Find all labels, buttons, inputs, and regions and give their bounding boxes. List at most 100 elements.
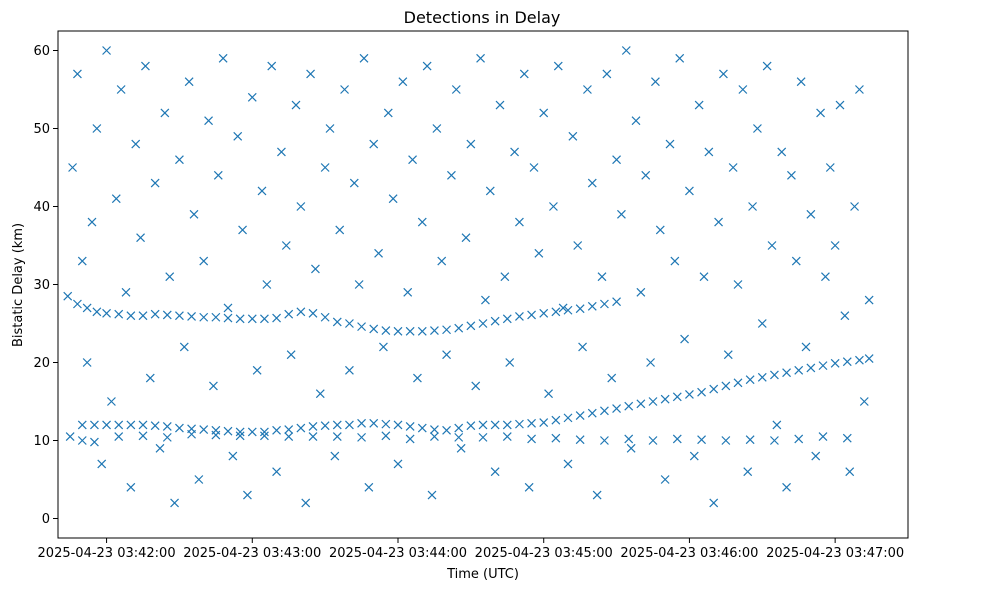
data-point (617, 209, 626, 219)
data-point (575, 304, 585, 314)
data-point (296, 307, 306, 317)
data-point (704, 147, 714, 157)
data-point (238, 225, 247, 235)
data-point (636, 287, 646, 297)
data-point (864, 295, 874, 305)
y-axis-label: Bistatic Delay (km) (11, 223, 26, 347)
data-point (515, 419, 524, 429)
data-point (818, 361, 828, 371)
data-point (563, 305, 573, 315)
data-point (563, 459, 573, 469)
data-point (150, 421, 160, 431)
data-point (524, 482, 534, 492)
data-point (388, 194, 398, 204)
y-tick-label: 50 (33, 122, 50, 137)
data-point (641, 170, 651, 180)
data-point (646, 358, 655, 367)
data-point (383, 108, 393, 118)
data-point (422, 61, 432, 71)
data-point (770, 370, 779, 380)
data-point (794, 434, 804, 444)
data-point (466, 139, 476, 149)
data-point (670, 256, 680, 266)
data-point (544, 389, 553, 399)
data-point (150, 178, 160, 188)
data-point (478, 420, 488, 430)
data-point (447, 170, 456, 180)
data-point (111, 194, 121, 204)
data-point (175, 155, 184, 165)
data-point (481, 295, 490, 305)
data-point (284, 425, 294, 435)
data-point (597, 272, 607, 282)
data-point (551, 415, 561, 425)
data-point (417, 326, 427, 336)
data-point (354, 280, 364, 289)
data-point (114, 432, 124, 442)
data-point (454, 323, 464, 333)
data-point (228, 451, 238, 461)
data-point (624, 434, 634, 444)
data-point (850, 202, 859, 211)
data-point (490, 467, 500, 477)
data-point (320, 421, 330, 431)
data-point (257, 186, 267, 196)
data-point (325, 124, 335, 133)
x-tick-label: 2025-04-23 03:43:00 (183, 546, 321, 561)
data-point (502, 314, 512, 324)
data-point (233, 131, 243, 141)
data-point (430, 326, 439, 335)
data-point (211, 430, 221, 440)
y-tick-label: 20 (33, 356, 50, 371)
data-point (68, 163, 77, 172)
data-point (821, 272, 830, 282)
data-point (175, 311, 184, 321)
data-point (753, 124, 762, 133)
data-point (600, 299, 609, 309)
data-point (296, 202, 306, 211)
data-point (260, 427, 269, 437)
data-point (709, 498, 719, 508)
data-point (697, 435, 706, 445)
data-point (709, 384, 719, 394)
data-point (845, 467, 855, 477)
data-point (369, 324, 379, 334)
data-point (272, 467, 281, 477)
data-point (405, 434, 415, 444)
data-point (65, 432, 75, 442)
data-point (602, 69, 612, 79)
data-point (138, 311, 148, 321)
series-track-lower (77, 354, 874, 437)
data-point (791, 256, 801, 266)
data-point (170, 498, 179, 508)
data-point (284, 309, 294, 319)
data-point (92, 307, 102, 317)
data-point (660, 475, 670, 484)
data-point (733, 378, 743, 388)
y-tick-label: 30 (33, 278, 50, 293)
data-point (787, 170, 796, 180)
data-point (243, 490, 252, 500)
data-point (138, 420, 148, 430)
data-point (587, 301, 597, 311)
data-point (332, 432, 342, 442)
x-tick-label: 2025-04-23 03:42:00 (38, 546, 176, 561)
data-point (442, 325, 451, 335)
data-point (762, 61, 772, 71)
data-point (757, 372, 767, 382)
data-point (430, 425, 439, 435)
data-point (655, 225, 665, 235)
data-point (345, 420, 354, 430)
data-point (651, 77, 660, 87)
data-point (260, 431, 269, 441)
data-point (114, 309, 124, 319)
series-clutter (68, 46, 874, 508)
data-point (272, 313, 281, 323)
data-point (286, 350, 296, 360)
data-point (600, 406, 609, 416)
data-point (502, 432, 512, 442)
data-point (272, 425, 281, 435)
data-point (281, 241, 291, 250)
data-point (150, 309, 160, 319)
